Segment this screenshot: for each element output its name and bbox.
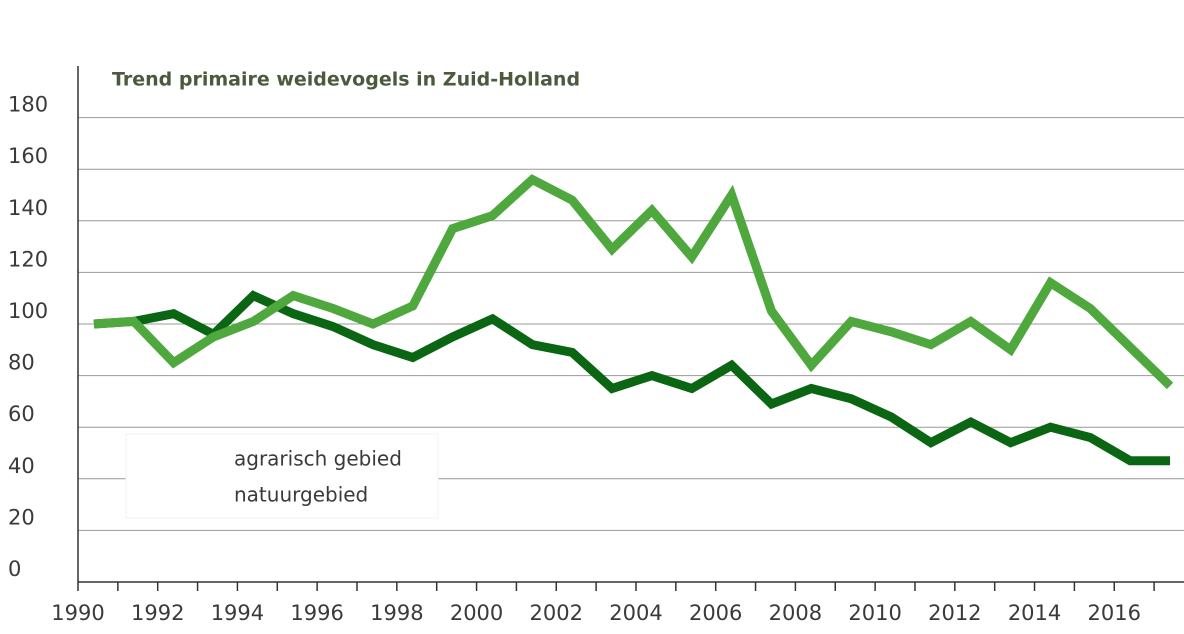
y-tick-label: 40 [8,454,35,478]
legend-label: natuurgebied [234,483,368,507]
y-tick-label: 80 [8,351,35,375]
legend-box [125,433,439,519]
x-tick-label: 2004 [609,601,662,625]
x-tick-label: 2012 [928,601,981,625]
x-tick-label: 1998 [370,601,423,625]
x-tick-label: 2000 [450,601,503,625]
y-tick-label: 140 [8,196,48,220]
x-tick-label: 1992 [131,601,184,625]
y-tick-label: 20 [8,505,35,529]
x-tick-label: 1994 [211,601,264,625]
y-tick-label: 160 [8,144,48,168]
y-tick-label: 0 [8,557,21,581]
y-tick-label: 60 [8,402,35,426]
x-tick-label: 2014 [1008,601,1061,625]
series-line [93,174,1174,390]
x-tick-label: 2008 [769,601,822,625]
legend-label: agrarisch gebied [234,447,402,471]
x-tick-label: 2016 [1088,601,1141,625]
x-tick-label: 2002 [530,601,583,625]
chart-title: Trend primaire weidevogels in Zuid-Holla… [112,69,580,91]
x-tick-label: 2006 [689,601,742,625]
x-tick-label: 1990 [51,601,104,625]
y-tick-label: 120 [8,247,48,271]
y-tick-label: 100 [8,299,48,323]
y-tick-label: 180 [8,93,48,117]
x-tick-label: 1996 [290,601,343,625]
x-tick-label: 2010 [848,601,901,625]
